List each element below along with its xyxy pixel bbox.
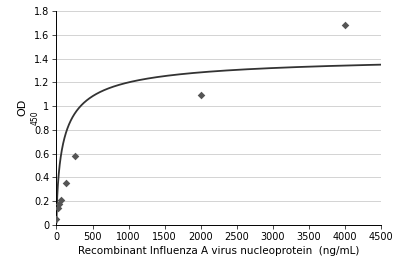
Point (53, 217, 60, 221)
Point (54, 206, 61, 210)
X-axis label: Recombinant Influenza A virus nucleoprotein  (ng/mL): Recombinant Influenza A virus nucleoprot… (78, 246, 359, 256)
Point (56, 201, 62, 206)
Point (71, 154, 78, 158)
Point (62, 181, 69, 185)
Text: 450: 450 (31, 111, 40, 125)
Point (58, 198, 64, 202)
Point (342, 23, 348, 27)
Point (198, 93, 204, 98)
Text: OD: OD (18, 99, 28, 116)
